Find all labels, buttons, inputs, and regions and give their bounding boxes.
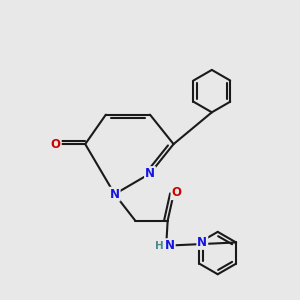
Text: O: O [51, 138, 61, 151]
Text: N: N [165, 239, 175, 252]
Text: N: N [145, 167, 155, 180]
Text: N: N [110, 188, 120, 201]
Text: N: N [197, 236, 207, 249]
Text: O: O [172, 186, 182, 199]
Text: H: H [155, 241, 164, 251]
